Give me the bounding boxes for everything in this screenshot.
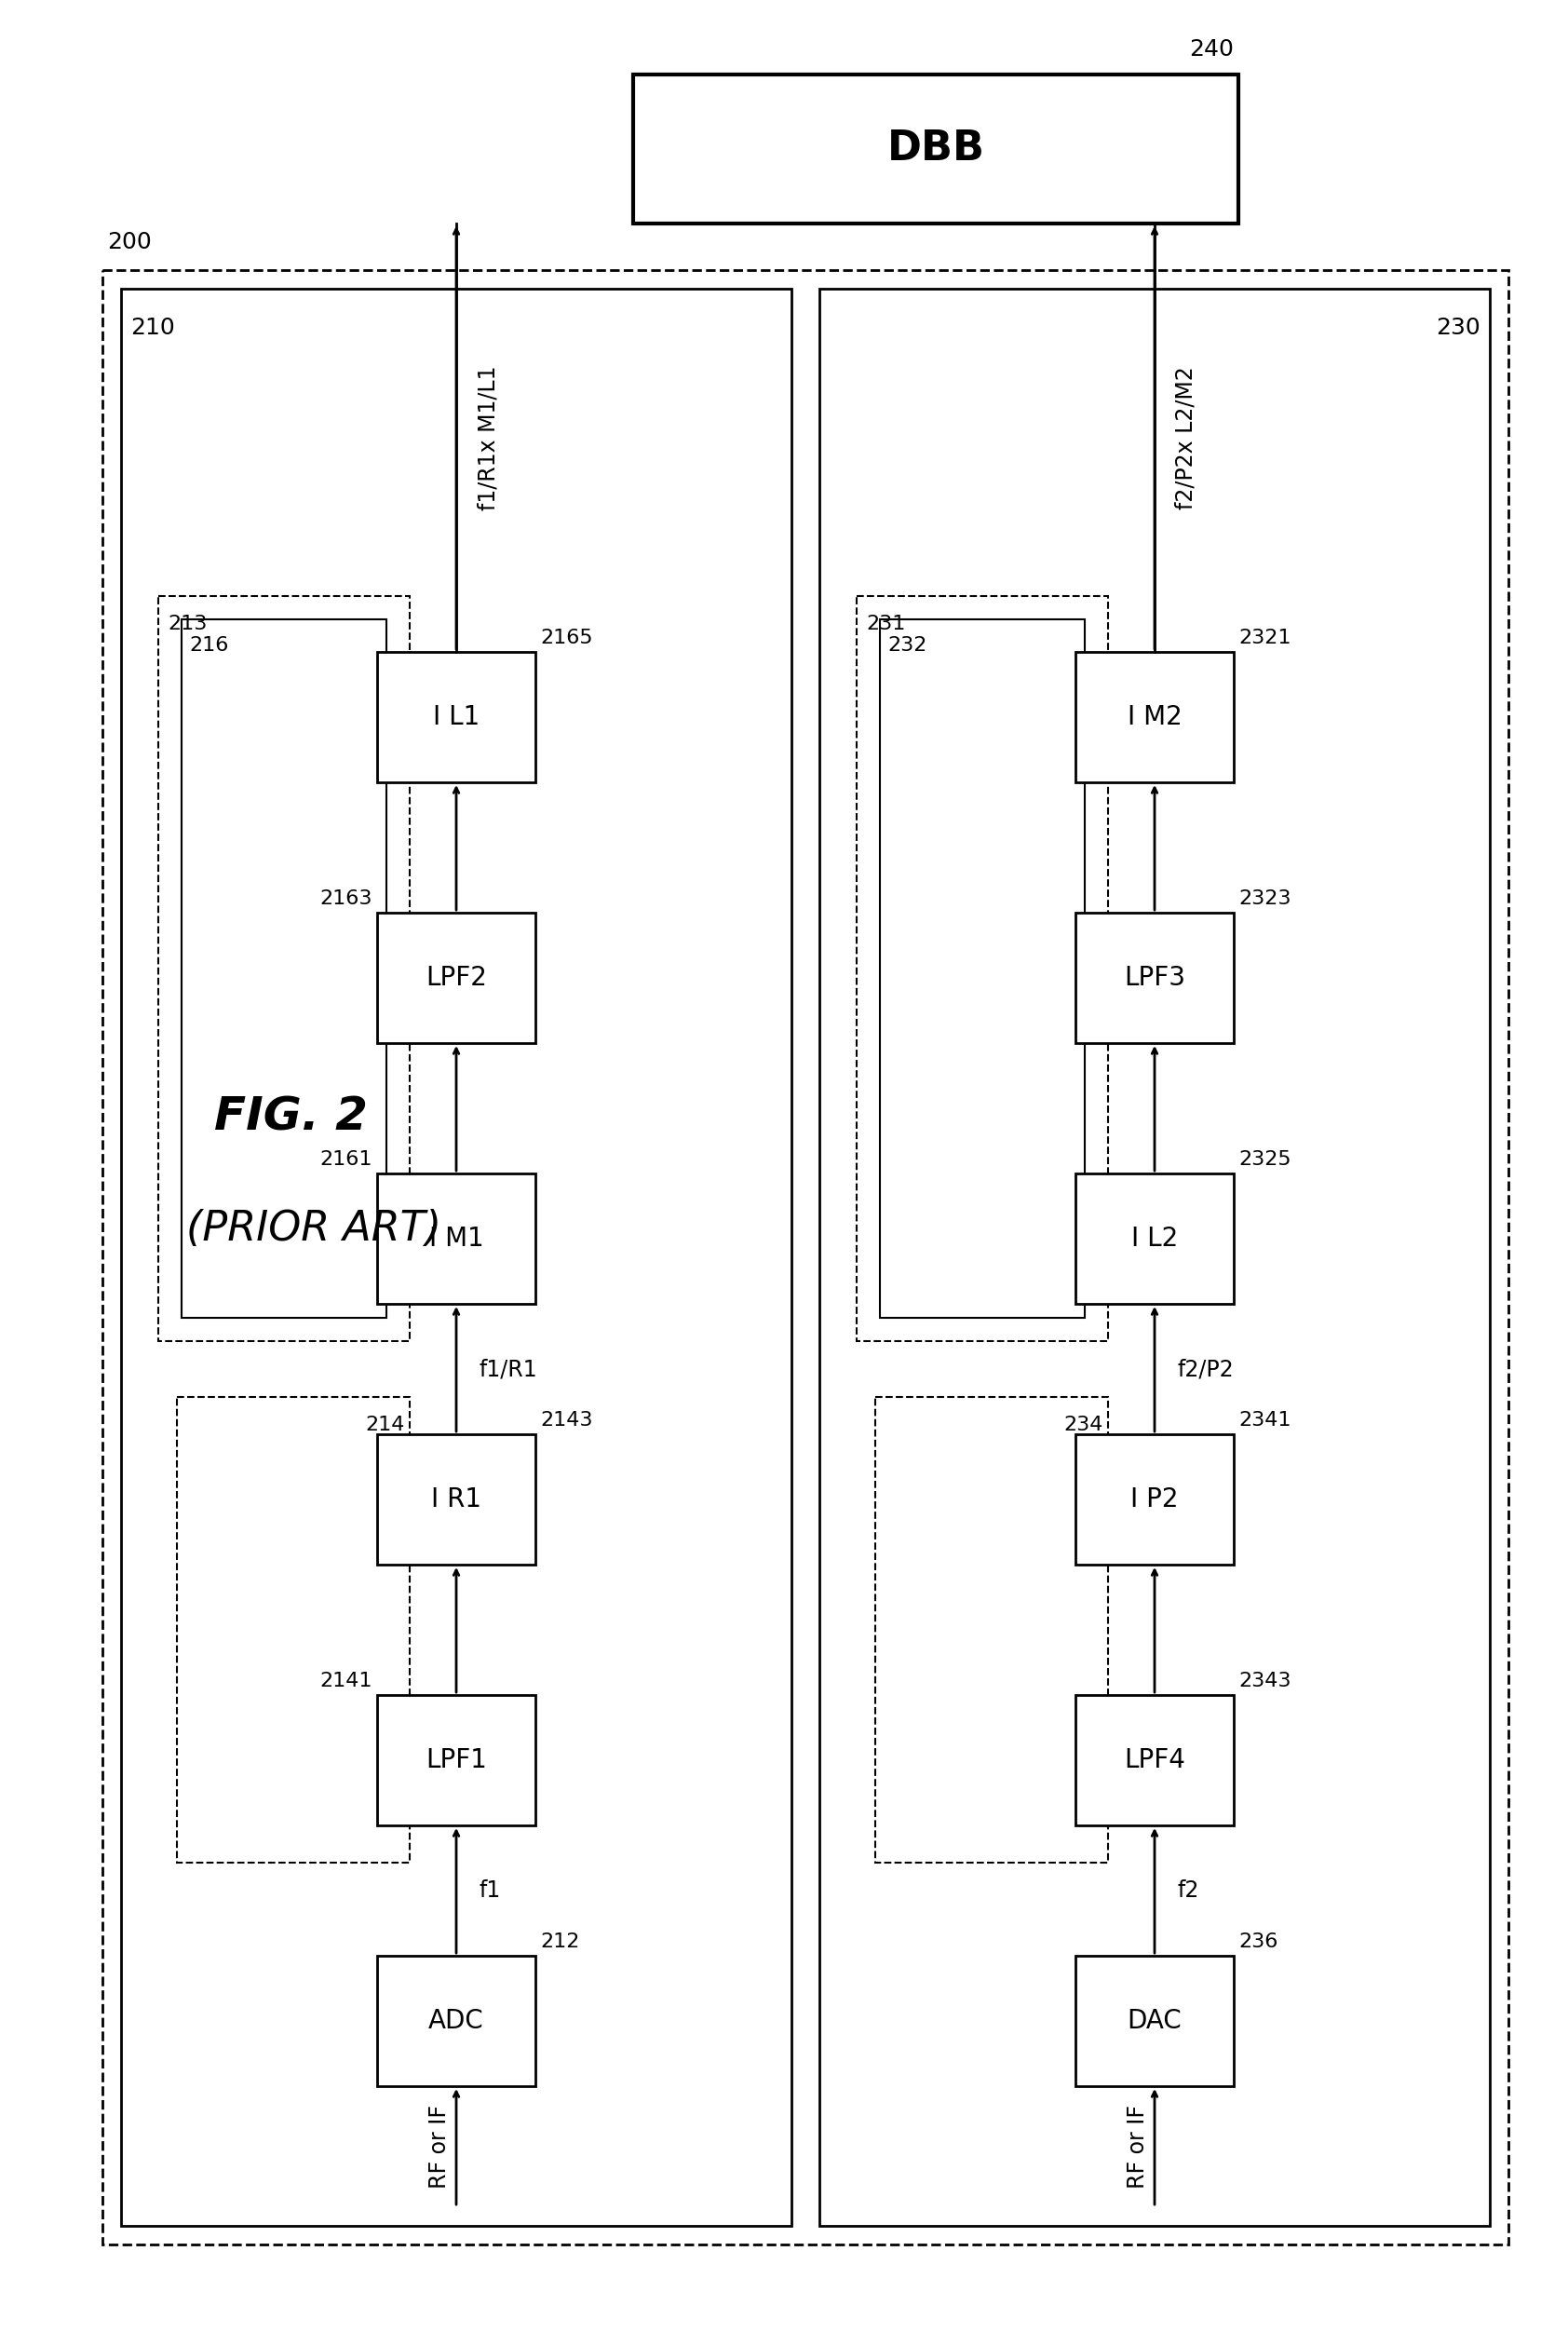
Text: I M2: I M2 <box>1127 704 1182 730</box>
Text: 212: 212 <box>539 1933 580 1952</box>
Bar <box>880 619 1085 1318</box>
Text: 214: 214 <box>365 1415 405 1433</box>
Bar <box>376 913 535 1044</box>
Bar <box>1076 652 1234 781</box>
Text: LPF4: LPF4 <box>1124 1748 1185 1774</box>
Bar <box>875 1396 1109 1863</box>
Text: 2163: 2163 <box>320 889 373 908</box>
Bar <box>376 1173 535 1304</box>
Text: f2/P2: f2/P2 <box>1178 1358 1234 1379</box>
Text: I L1: I L1 <box>433 704 480 730</box>
Text: RF or IF: RF or IF <box>428 2104 450 2189</box>
Text: 200: 200 <box>107 230 152 253</box>
Text: 2341: 2341 <box>1239 1410 1290 1429</box>
Text: FIG. 2: FIG. 2 <box>215 1096 367 1140</box>
Text: 216: 216 <box>190 636 229 655</box>
Text: I P2: I P2 <box>1131 1487 1179 1513</box>
Text: 236: 236 <box>1239 1933 1278 1952</box>
Text: 2323: 2323 <box>1239 889 1290 908</box>
Text: DBB: DBB <box>887 129 985 169</box>
Bar <box>158 596 409 1342</box>
Bar <box>820 289 1490 2226</box>
Text: LPF2: LPF2 <box>425 964 488 990</box>
Text: ADC: ADC <box>428 2008 485 2034</box>
Text: 240: 240 <box>1189 38 1234 61</box>
Text: 2165: 2165 <box>539 629 593 647</box>
Bar <box>376 1696 535 1825</box>
Bar <box>1076 913 1234 1044</box>
Text: 210: 210 <box>130 317 174 340</box>
Text: I L2: I L2 <box>1131 1225 1178 1253</box>
Text: I M1: I M1 <box>430 1225 483 1253</box>
Text: 2161: 2161 <box>320 1150 373 1168</box>
Bar <box>1076 1433 1234 1565</box>
Text: 2143: 2143 <box>539 1410 593 1429</box>
Bar <box>856 596 1109 1342</box>
Bar <box>1076 1173 1234 1304</box>
Text: f2/P2x L2/M2: f2/P2x L2/M2 <box>1174 366 1198 509</box>
Text: 2343: 2343 <box>1239 1673 1290 1691</box>
Bar <box>376 1957 535 2086</box>
Bar <box>376 1433 535 1565</box>
Text: f1/R1x M1/L1: f1/R1x M1/L1 <box>477 366 499 509</box>
Text: RF or IF: RF or IF <box>1127 2104 1149 2189</box>
Bar <box>633 75 1239 223</box>
Text: 2321: 2321 <box>1239 629 1290 647</box>
Text: DAC: DAC <box>1127 2008 1182 2034</box>
Bar <box>182 619 386 1318</box>
Bar <box>102 270 1508 2245</box>
Text: 234: 234 <box>1065 1415 1104 1433</box>
Text: 230: 230 <box>1436 317 1480 340</box>
Text: I R1: I R1 <box>431 1487 481 1513</box>
Text: (PRIOR ART): (PRIOR ART) <box>187 1208 442 1250</box>
Text: LPF3: LPF3 <box>1124 964 1185 990</box>
Text: LPF1: LPF1 <box>425 1748 488 1774</box>
Text: 231: 231 <box>866 615 905 633</box>
Text: 213: 213 <box>168 615 207 633</box>
Text: 2141: 2141 <box>320 1673 373 1691</box>
Bar <box>1076 1957 1234 2086</box>
Text: f1: f1 <box>480 1879 502 1903</box>
Text: 232: 232 <box>887 636 927 655</box>
Bar <box>1076 1696 1234 1825</box>
Bar <box>121 289 792 2226</box>
Text: f2: f2 <box>1178 1879 1200 1903</box>
Bar <box>376 652 535 781</box>
Text: f1/R1: f1/R1 <box>480 1358 538 1379</box>
Text: 2325: 2325 <box>1239 1150 1290 1168</box>
Bar <box>177 1396 409 1863</box>
